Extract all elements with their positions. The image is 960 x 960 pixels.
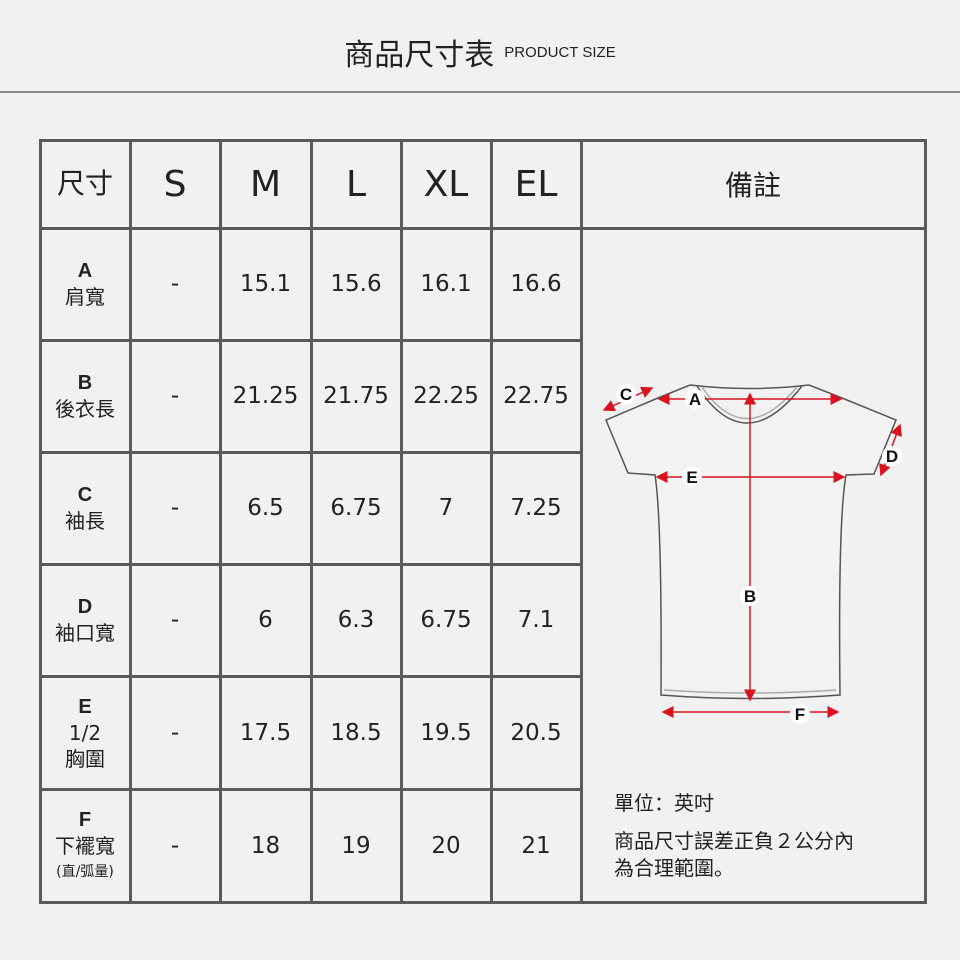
row-code: B <box>77 372 93 394</box>
diagram-label-A: A <box>689 390 701 409</box>
grid-line <box>39 227 927 230</box>
row-note: (直/弧量) <box>56 863 114 880</box>
label-bg-C <box>616 384 636 404</box>
grid-line <box>39 451 583 454</box>
grid-line <box>310 139 313 904</box>
row-code: E <box>78 695 92 718</box>
table-cell: 20.5 <box>510 719 562 746</box>
table-cell: 22.75 <box>503 383 569 409</box>
header-size-L: L <box>345 163 367 205</box>
diagram-label-D: D <box>886 447 898 466</box>
header-size-M: M <box>249 163 282 205</box>
row-name: 肩寬 <box>65 285 105 309</box>
table-cell: 22.25 <box>413 383 479 409</box>
row-name: 袖長 <box>65 509 105 533</box>
table-cell: 7.1 <box>517 607 555 633</box>
row-code: A <box>77 260 93 282</box>
row-name: 後衣長 <box>55 397 115 421</box>
unit-note: 單位：英吋 <box>614 791 714 815</box>
label-bg-A <box>685 389 705 409</box>
diagram-label-F: F <box>795 705 805 724</box>
page-title: 商品尺寸表 PRODUCT SIZE <box>0 30 960 74</box>
divider <box>0 91 960 93</box>
table-cell: 16.1 <box>420 271 472 297</box>
table-cell: 7.25 <box>510 495 562 521</box>
label-bg-E <box>682 467 702 487</box>
header-size-EL: EL <box>514 163 558 205</box>
row-label: D 袖口寬 <box>40 564 130 676</box>
grid-line <box>924 139 927 904</box>
table-cell: 6.75 <box>420 607 472 633</box>
table-cell: - <box>170 383 180 409</box>
row-code: C <box>77 484 93 506</box>
diagram-label-B: B <box>744 587 756 606</box>
table-cell: 21.75 <box>323 383 389 409</box>
table-cell: 19 <box>341 832 371 859</box>
table-cell: 21.25 <box>232 383 299 409</box>
grid-line <box>39 139 42 904</box>
row-label: A 肩寬 <box>40 228 130 340</box>
row-name: 下襬寬 <box>55 833 115 858</box>
header-size: 尺寸 <box>56 167 113 200</box>
grid-line <box>39 339 583 342</box>
header-remarks: 備註 <box>724 169 781 202</box>
table-cell: 15.1 <box>239 271 292 297</box>
row-label: E 1/2 胸圍 <box>40 676 130 789</box>
label-bg-D <box>882 446 902 466</box>
grid-line <box>129 139 132 904</box>
row-label: C 袖長 <box>40 452 130 564</box>
grid-line <box>39 139 927 142</box>
label-bg-F <box>790 704 810 724</box>
grid-line <box>39 563 583 566</box>
tshirt-outline <box>605 384 897 700</box>
table-cell: 20 <box>431 832 461 859</box>
table-cell: 6.5 <box>247 495 284 521</box>
row-label: F 下襬寬 (直/弧量) <box>40 789 130 902</box>
title-zh: 商品尺寸表 <box>344 38 495 73</box>
table-cell: 16.6 <box>510 271 562 297</box>
tolerance-note-2: 為合理範圍。 <box>614 856 734 880</box>
table-cell: - <box>170 719 180 746</box>
grid-line <box>490 139 493 904</box>
diagram-label-E: E <box>686 468 697 487</box>
table-cell: 7 <box>438 495 454 521</box>
table-cell: 18 <box>250 832 281 859</box>
table-cell: 21 <box>521 832 551 859</box>
table-cell: 19.5 <box>420 719 472 746</box>
header-size-XL: XL <box>423 163 469 205</box>
table-cell: 6.75 <box>330 495 382 521</box>
row-sub: 1/2 <box>68 720 102 745</box>
grid-line <box>580 139 583 904</box>
diagram-label-C: C <box>620 385 632 404</box>
title-en: PRODUCT SIZE <box>504 43 616 61</box>
grid-line <box>400 139 403 904</box>
grid-line <box>39 675 583 678</box>
table-cell: - <box>170 271 180 297</box>
table-cell: 15.6 <box>330 271 382 297</box>
table-cell: 6.3 <box>337 607 375 633</box>
table-cell: 18.5 <box>330 719 382 746</box>
row-label: B 後衣長 <box>40 340 130 452</box>
row-code: D <box>77 596 93 618</box>
row-name: 胸圍 <box>65 746 105 771</box>
header-size-S: S <box>163 163 187 205</box>
table-cell: 6 <box>258 607 273 633</box>
row-code: F <box>78 808 92 831</box>
table-cell: - <box>170 832 180 859</box>
tolerance-note-1: 商品尺寸誤差正負２公分內 <box>614 829 854 853</box>
table-cell: - <box>170 607 180 633</box>
grid-line <box>219 139 222 904</box>
grid-line <box>39 788 583 791</box>
table-cell: - <box>170 495 180 521</box>
row-name: 袖口寬 <box>55 621 115 645</box>
table-cell: 17.5 <box>239 719 292 746</box>
label-bg-B <box>740 586 760 606</box>
grid-line <box>39 901 927 904</box>
